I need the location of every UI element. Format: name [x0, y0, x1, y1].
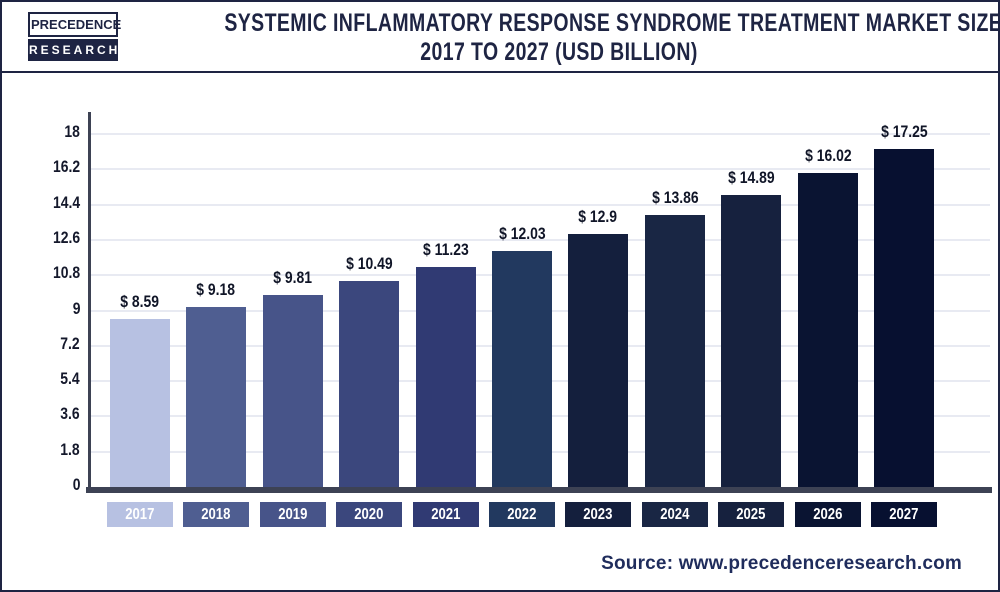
gridline-14.4	[91, 204, 990, 206]
x-axis-category-2019: 2019	[260, 502, 326, 527]
bar-value-label: $ 9.18	[196, 280, 236, 299]
y-tick-label: 12.6	[52, 228, 80, 247]
bar-value-label: $ 12.03	[498, 224, 546, 243]
bar-2024	[645, 215, 705, 487]
y-tick-label: 3.6	[60, 404, 80, 423]
bar-2017	[110, 319, 170, 487]
x-axis-category-2022: 2022	[489, 502, 555, 527]
y-tick-label: 7.2	[60, 334, 80, 353]
y-axis	[88, 112, 91, 493]
x-axis-category-2025: 2025	[718, 502, 784, 527]
x-axis-category-2026: 2026	[795, 502, 861, 527]
y-tick-label: 16.2	[52, 157, 80, 176]
logo-line-research: RESEARCH	[28, 39, 118, 61]
chart-title: SYSTEMIC INFLAMMATORY RESPONSE SYNDROME …	[224, 9, 1000, 67]
x-axis-category-2021: 2021	[413, 502, 479, 527]
bar-value-label: $ 17.25	[880, 122, 928, 141]
gridline-16.2	[91, 168, 990, 170]
chart-title-line1: SYSTEMIC INFLAMMATORY RESPONSE SYNDROME …	[224, 9, 1000, 37]
precedence-research-logo: PRECEDENCE RESEARCH	[28, 12, 121, 61]
y-tick-label: 18	[64, 122, 80, 141]
y-tick-label: 0	[72, 475, 80, 494]
bar-value-label: $ 11.23	[423, 240, 469, 259]
bar-value-label: $ 13.86	[651, 188, 699, 207]
logo-line-precedence: PRECEDENCE	[28, 12, 121, 37]
bar-2025	[721, 195, 781, 487]
y-tick-label: 5.4	[60, 369, 80, 388]
chart-title-line2: 2017 TO 2027 (USD BILLION)	[420, 38, 698, 66]
bar-value-label: $ 10.49	[345, 254, 393, 273]
x-axis-category-2020: 2020	[336, 502, 402, 527]
bar-value-label: $ 8.59	[120, 292, 160, 311]
x-axis-category-2027: 2027	[871, 502, 937, 527]
y-tick-label: 9	[72, 299, 80, 318]
bar-2018	[186, 307, 246, 487]
bar-2027	[874, 149, 934, 487]
bar-2022	[492, 251, 552, 487]
bar-value-label: $ 16.02	[804, 146, 852, 165]
gridline-18	[91, 133, 990, 135]
x-axis-category-2018: 2018	[183, 502, 249, 527]
source-attribution: Source: www.precedenceresearch.com	[601, 553, 962, 574]
x-axis-category-2024: 2024	[642, 502, 708, 527]
x-axis	[86, 487, 992, 493]
x-axis-category-2017: 2017	[107, 502, 173, 527]
header: PRECEDENCE RESEARCH SYSTEMIC INFLAMMATOR…	[2, 2, 998, 73]
bar-value-label: $ 9.81	[273, 268, 313, 287]
y-tick-label: 10.8	[52, 263, 80, 282]
bar-2020	[339, 281, 399, 487]
y-tick-label: 14.4	[52, 193, 80, 212]
x-axis-category-2023: 2023	[565, 502, 631, 527]
y-tick-label: 1.8	[60, 440, 80, 459]
bar-2023	[568, 234, 628, 487]
bar-value-label: $ 14.89	[727, 168, 775, 187]
bar-2019	[263, 295, 323, 487]
gridline-12.6	[91, 239, 990, 241]
bar-2021	[416, 267, 476, 487]
bar-2026	[798, 173, 858, 487]
bar-value-label: $ 12.9	[578, 207, 618, 226]
